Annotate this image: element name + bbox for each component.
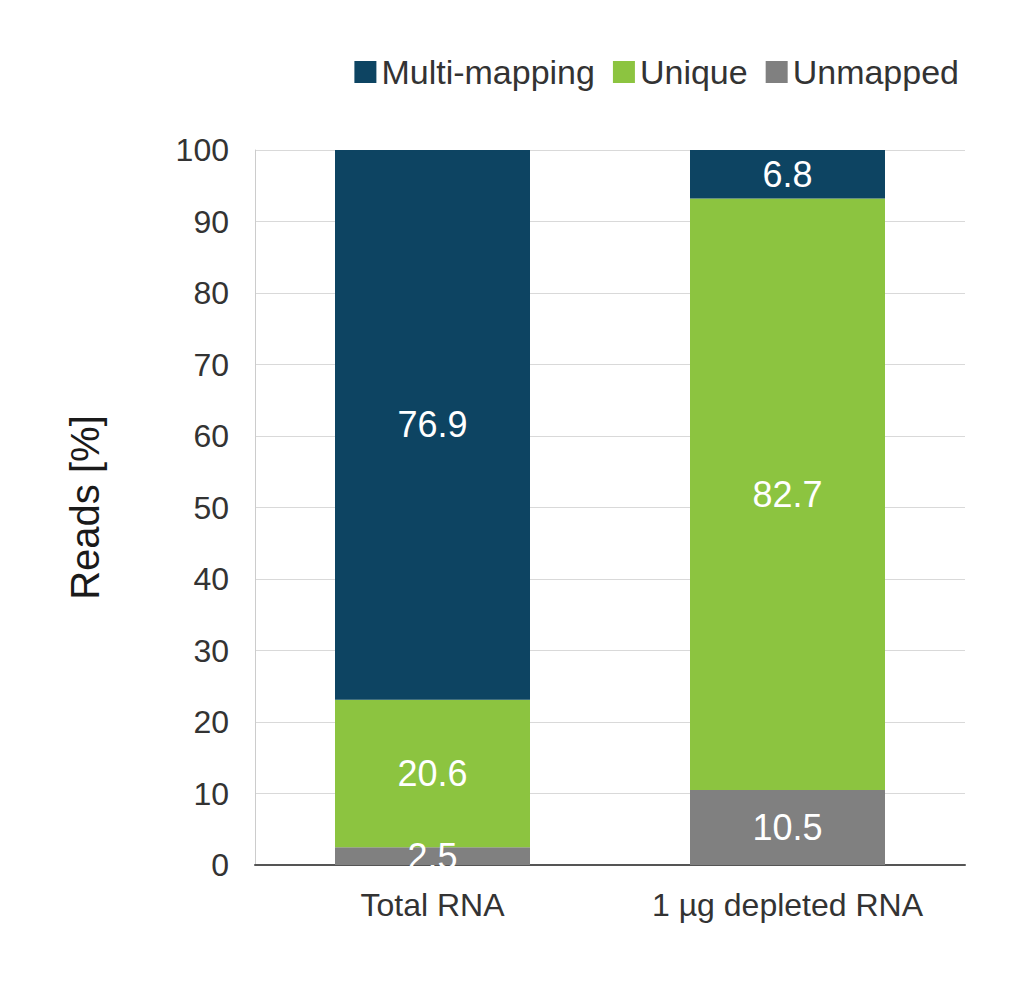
svg-text:0: 0 xyxy=(211,847,229,883)
svg-text:10: 10 xyxy=(193,776,229,812)
svg-text:Unmapped: Unmapped xyxy=(793,53,959,91)
svg-text:2.5: 2.5 xyxy=(407,836,457,877)
svg-text:80: 80 xyxy=(193,275,229,311)
svg-text:76.9: 76.9 xyxy=(397,404,467,445)
svg-text:50: 50 xyxy=(193,490,229,526)
svg-text:90: 90 xyxy=(193,204,229,240)
svg-text:100: 100 xyxy=(176,132,229,168)
svg-text:Unique: Unique xyxy=(640,53,748,91)
svg-text:20: 20 xyxy=(193,704,229,740)
svg-text:70: 70 xyxy=(193,347,229,383)
svg-text:6.8: 6.8 xyxy=(762,154,812,195)
svg-text:Multi-mapping: Multi-mapping xyxy=(381,53,595,91)
svg-text:20.6: 20.6 xyxy=(397,753,467,794)
svg-text:82.7: 82.7 xyxy=(752,474,822,515)
svg-text:Reads [%]: Reads [%] xyxy=(63,415,107,600)
svg-text:Total RNA: Total RNA xyxy=(360,887,505,923)
svg-text:10.5: 10.5 xyxy=(752,807,822,848)
svg-text:60: 60 xyxy=(193,418,229,454)
svg-text:40: 40 xyxy=(193,561,229,597)
svg-text:1 µg depleted RNA: 1 µg depleted RNA xyxy=(652,887,924,923)
svg-text:30: 30 xyxy=(193,633,229,669)
